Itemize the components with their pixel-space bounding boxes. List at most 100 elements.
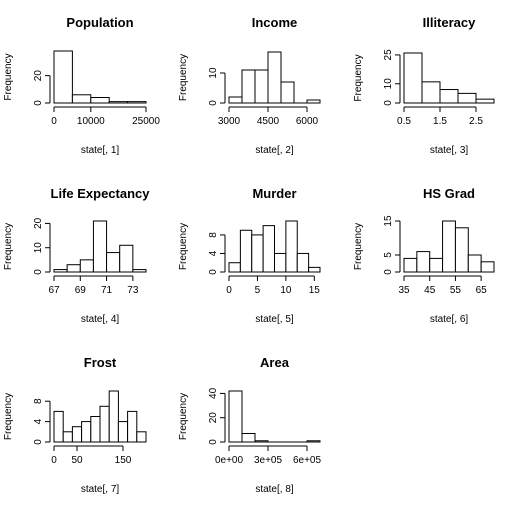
y-axis-label: Frequency bbox=[3, 393, 14, 440]
histogram-bar bbox=[92, 220, 108, 273]
histogram-bar bbox=[228, 262, 241, 273]
x-tick-label: 45 bbox=[424, 285, 436, 296]
histogram-bar bbox=[119, 244, 134, 273]
histogram-bar bbox=[71, 94, 92, 104]
x-tick-label: 3e+05 bbox=[254, 455, 283, 466]
y-axis-label: Frequency bbox=[178, 54, 189, 101]
histogram-bar bbox=[454, 227, 469, 273]
x-tick-label: 3000 bbox=[218, 116, 241, 127]
histogram-bar bbox=[53, 269, 68, 273]
x-tick-label: 6000 bbox=[296, 116, 319, 127]
y-tick-label: 15 bbox=[383, 215, 394, 227]
y-tick-label: 4 bbox=[33, 418, 44, 424]
y-tick-label: 20 bbox=[33, 70, 44, 82]
y-tick-label: 10 bbox=[33, 242, 44, 254]
histogram-bar bbox=[306, 440, 321, 443]
histogram-bar bbox=[132, 269, 147, 273]
x-axis-label: state[, 7] bbox=[81, 484, 120, 495]
x-tick-label: 35 bbox=[398, 285, 410, 296]
x-tick-label: 67 bbox=[48, 285, 60, 296]
x-axis-label: state[, 4] bbox=[81, 314, 120, 325]
histogram-panel-8: 0e+00 3e+05 6e+05 0 20 40 Area state[, 8] Freque… bbox=[178, 355, 321, 495]
x-axis-label: state[, 8] bbox=[255, 484, 294, 495]
histogram-panel-3: 0.5 1.5 2.5 0 10 25 Illiteracy state[, 3] Freque… bbox=[353, 15, 495, 156]
histogram-bar bbox=[99, 405, 110, 443]
y-tick-label: 8 bbox=[208, 232, 219, 238]
histogram-bar bbox=[251, 234, 264, 273]
x-tick-label: 6e+05 bbox=[293, 455, 322, 466]
x-tick-label: 15 bbox=[309, 285, 321, 296]
x-tick-label: 10000 bbox=[77, 116, 105, 127]
histogram-panel-7: 0 50 150 0 4 8 Frost state[, 7] Frequency bbox=[3, 355, 147, 495]
histogram-bar bbox=[127, 410, 138, 443]
histogram-panel-6: 35 45 55 65 0 5 15 HS Grad state[, 6] Frequency bbox=[353, 186, 495, 325]
histogram-bar bbox=[480, 261, 495, 273]
x-tick-label: 73 bbox=[127, 285, 139, 296]
y-tick-label: 20 bbox=[208, 412, 219, 424]
histogram-bar bbox=[467, 254, 482, 273]
histogram-bar bbox=[421, 81, 441, 104]
x-tick-label: 55 bbox=[450, 285, 462, 296]
y-tick-label: 0 bbox=[208, 269, 219, 275]
histogram-bar bbox=[108, 101, 129, 104]
y-tick-label: 0 bbox=[33, 439, 44, 445]
histogram-bar bbox=[439, 89, 459, 104]
histogram-bar bbox=[296, 252, 310, 273]
histogram-bar bbox=[81, 421, 92, 443]
histogram-panel-1: 0 10000 25000 0 20 Population state[, 1] Freque… bbox=[3, 15, 160, 156]
x-tick-label: 65 bbox=[476, 285, 488, 296]
histogram-bar bbox=[274, 252, 287, 273]
histogram-bar bbox=[241, 433, 256, 443]
x-tick-label: 150 bbox=[115, 455, 132, 466]
histogram-bar bbox=[239, 229, 253, 273]
histogram-bar bbox=[90, 97, 110, 104]
x-axis-label: state[, 1] bbox=[81, 145, 120, 156]
histogram-bar bbox=[457, 92, 477, 104]
y-tick-label: 4 bbox=[208, 250, 219, 256]
x-tick-label: 1.5 bbox=[433, 116, 447, 127]
histogram-bar bbox=[403, 52, 423, 104]
y-tick-label: 0 bbox=[33, 269, 44, 275]
x-tick-label: 0 bbox=[51, 116, 57, 127]
y-tick-label: 40 bbox=[208, 387, 219, 399]
y-axis-label: Frequency bbox=[3, 53, 14, 100]
panel-title: Frost bbox=[84, 355, 117, 370]
histogram-panel-4: 67 69 71 73 0 10 20 Life Expectancy state[, 4] Fr… bbox=[3, 186, 150, 325]
histogram-bar bbox=[53, 410, 64, 443]
y-axis-label: Frequency bbox=[353, 54, 364, 101]
x-tick-label: 10 bbox=[280, 285, 292, 296]
x-axis-label: state[, 3] bbox=[430, 145, 469, 156]
panel-title: Income bbox=[252, 15, 298, 30]
x-tick-label: 0 bbox=[51, 455, 57, 466]
histogram-bar bbox=[267, 51, 282, 104]
histogram-bar bbox=[62, 431, 73, 443]
histogram-bar bbox=[228, 390, 243, 443]
histogram-bar bbox=[90, 416, 101, 443]
y-tick-label: 5 bbox=[383, 252, 394, 258]
y-axis-label: Frequency bbox=[3, 223, 14, 270]
histogram-bar bbox=[79, 259, 94, 273]
histogram-bar bbox=[66, 264, 81, 273]
histogram-bar bbox=[262, 225, 275, 273]
y-axis-label: Frequency bbox=[178, 223, 189, 270]
x-tick-label: 0.5 bbox=[397, 116, 411, 127]
x-tick-label: 25000 bbox=[132, 116, 160, 127]
x-axis-label: state[, 2] bbox=[255, 145, 294, 156]
histogram-bar bbox=[117, 421, 129, 443]
panel-title: Area bbox=[260, 355, 290, 370]
histogram-bar bbox=[475, 98, 495, 104]
x-axis-label: state[, 5] bbox=[255, 314, 294, 325]
x-tick-label: 0 bbox=[226, 285, 232, 296]
histogram-panel-5: 0 5 10 15 0 4 8 Murder state[, 5] Frequency bbox=[178, 186, 321, 325]
panel-title: Murder bbox=[252, 186, 296, 201]
y-tick-label: 10 bbox=[208, 67, 219, 79]
panel-title: Population bbox=[66, 15, 133, 30]
x-tick-label: 4500 bbox=[257, 116, 280, 127]
histogram-bar bbox=[71, 426, 83, 443]
histogram-bar bbox=[254, 69, 269, 104]
histogram-bar bbox=[416, 251, 431, 273]
histogram-bar bbox=[254, 440, 269, 443]
x-tick-label: 69 bbox=[75, 285, 87, 296]
histogram-bar bbox=[429, 257, 444, 273]
